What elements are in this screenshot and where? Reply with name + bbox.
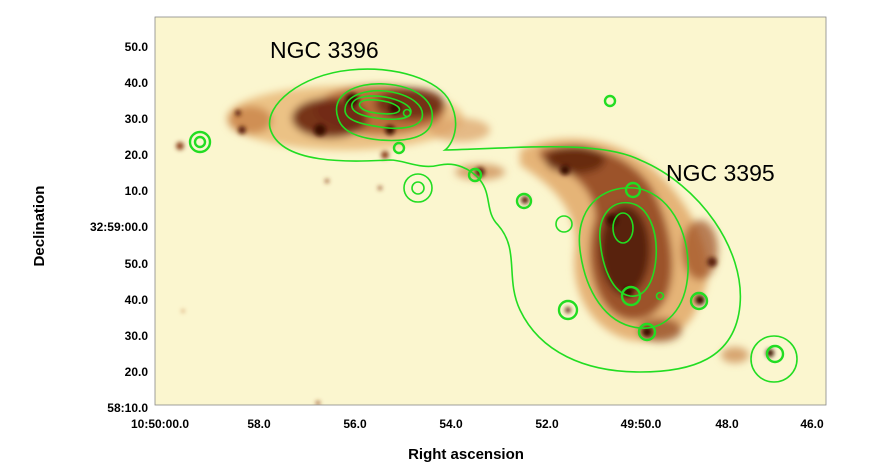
x-tick-label: 52.0 [535, 417, 559, 431]
y-tick-label: 30.0 [125, 329, 149, 343]
source-14b [765, 344, 785, 364]
contour-3395-core [612, 212, 634, 244]
y-tick-label: 20.0 [125, 148, 149, 162]
x-tick-label: 10:50:00.0 [131, 417, 189, 431]
source-10 [620, 285, 642, 307]
source-1 [188, 130, 212, 154]
source-8 [624, 181, 642, 199]
source-6 [555, 215, 573, 233]
y-tick-label: 32:59:00.0 [90, 220, 148, 234]
x-tick-label: 58.0 [247, 417, 271, 431]
contours [188, 68, 798, 383]
y-tick-label: 30.0 [125, 112, 149, 126]
source-7 [603, 94, 617, 108]
x-tick-label: 56.0 [343, 417, 367, 431]
y-tick-label: 40.0 [125, 76, 149, 90]
source-5 [515, 192, 533, 210]
source-11 [655, 291, 665, 301]
plot-frame [154, 16, 827, 406]
annotation-ngc3396: NGC 3396 [270, 37, 379, 63]
contour-3395-2 [599, 201, 658, 297]
contour-outer-3396 [268, 68, 742, 373]
x-tick-labels: 10:50:00.0 58.0 56.0 54.0 52.0 49:50.0 4… [131, 417, 824, 431]
x-tick-label: 48.0 [715, 417, 739, 431]
source-2 [392, 141, 406, 155]
contour-3395-1 [578, 187, 689, 329]
contour-3396-2 [344, 90, 424, 130]
source-4 [467, 167, 483, 183]
x-tick-label: 46.0 [800, 417, 824, 431]
x-tick-label: 49:50.0 [621, 417, 662, 431]
source-13 [637, 322, 657, 342]
y-tick-label: 58:10.0 [107, 401, 148, 415]
source-12 [689, 291, 709, 311]
annotation-ngc3395: NGC 3395 [666, 160, 775, 186]
contour-3396-1 [335, 83, 433, 142]
y-tick-label: 50.0 [125, 257, 149, 271]
source-3b [411, 181, 425, 195]
x-axis-label: Right ascension [408, 446, 524, 463]
y-axis-label: Declination [31, 186, 48, 267]
source-1b [193, 135, 207, 149]
y-tick-label: 50.0 [125, 40, 149, 54]
x-tick-label: 54.0 [439, 417, 463, 431]
y-tick-label: 10.0 [125, 184, 149, 198]
y-tick-label: 40.0 [125, 293, 149, 307]
source-3 [403, 173, 433, 203]
contour-3396-4 [358, 99, 401, 115]
contour-3396-5 [402, 108, 412, 118]
source-14 [750, 335, 798, 383]
source-9 [557, 299, 579, 321]
y-tick-label: 20.0 [125, 365, 149, 379]
y-tick-labels: 50.0 40.0 30.0 20.0 10.0 32:59:00.0 50.0… [90, 40, 148, 415]
